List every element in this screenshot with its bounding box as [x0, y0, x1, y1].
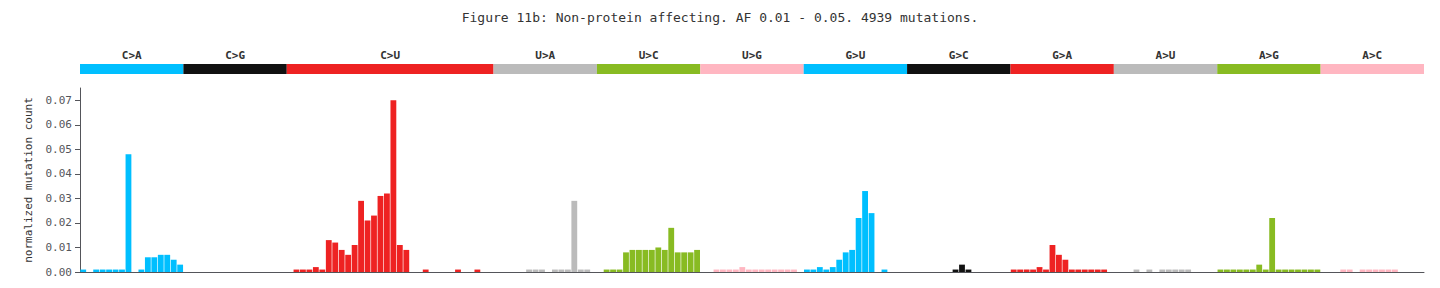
- svg-text:A>C: A>C: [1362, 49, 1382, 62]
- svg-text:normalized mutation count: normalized mutation count: [22, 97, 35, 263]
- svg-text:0.05: 0.05: [46, 143, 73, 156]
- svg-text:0.02: 0.02: [46, 216, 73, 229]
- svg-text:G>A: G>A: [1052, 49, 1072, 62]
- svg-text:0.01: 0.01: [46, 241, 73, 254]
- svg-text:U>C: U>C: [639, 49, 659, 62]
- svg-text:A>G: A>G: [1259, 49, 1279, 62]
- svg-text:U>G: U>G: [742, 49, 762, 62]
- svg-text:C>G: C>G: [225, 49, 245, 62]
- svg-text:0.04: 0.04: [46, 167, 73, 180]
- svg-text:0.03: 0.03: [46, 192, 73, 205]
- svg-text:A>U: A>U: [1156, 49, 1176, 62]
- svg-text:G>U: G>U: [845, 49, 865, 62]
- svg-text:C>A: C>A: [122, 49, 142, 62]
- svg-text:C>U: C>U: [380, 49, 400, 62]
- svg-text:U>A: U>A: [535, 49, 555, 62]
- svg-text:Figure 11b: Non-protein affect: Figure 11b: Non-protein affecting. AF 0.…: [462, 10, 979, 25]
- svg-text:0.07: 0.07: [46, 94, 73, 107]
- svg-text:0.06: 0.06: [46, 118, 73, 131]
- svg-text:G>C: G>C: [949, 49, 969, 62]
- svg-text:0.00: 0.00: [46, 266, 73, 279]
